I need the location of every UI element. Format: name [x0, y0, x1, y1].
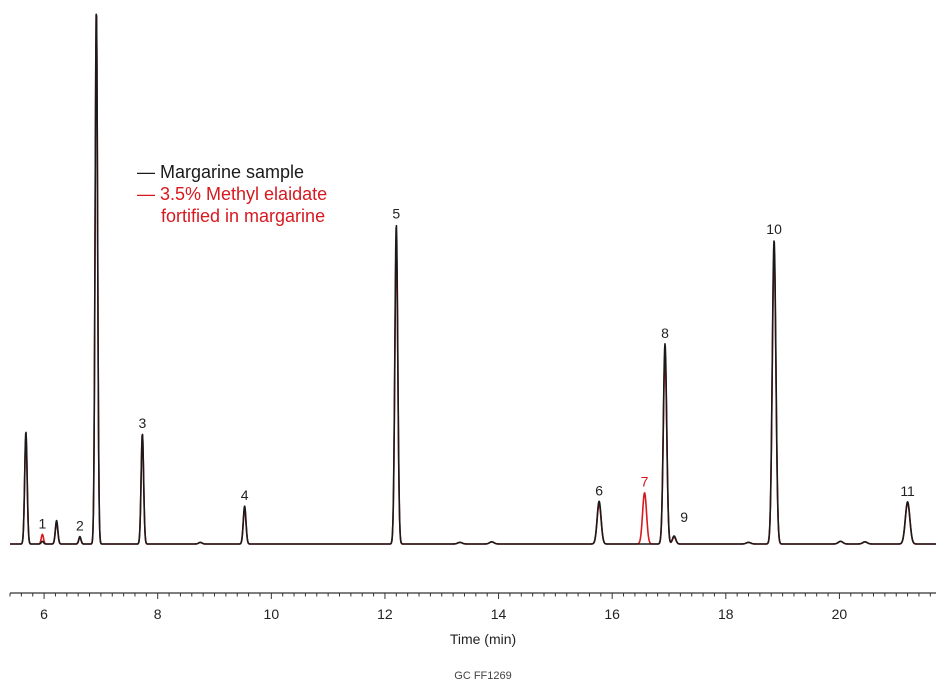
peak-label: 7: [641, 474, 649, 490]
peak-labels: 1 2 3 4 5 6 7 8 9 10 11: [38, 206, 915, 534]
peak-label: 8: [661, 325, 669, 341]
x-tick-label: 20: [832, 606, 848, 622]
x-tick-label: 14: [491, 606, 507, 622]
peak-label: 9: [680, 509, 688, 525]
x-tick-label: 18: [718, 606, 734, 622]
peak-label: 10: [766, 221, 782, 237]
x-tick-label: 12: [377, 606, 393, 622]
legend-entry-margarine: — Margarine sample: [137, 162, 304, 182]
x-tick-label: 8: [154, 606, 162, 622]
legend-entry-fortified: fortified in margarine: [161, 206, 325, 226]
peak-label: 1: [38, 515, 46, 531]
figure-code: GC FF1269: [454, 670, 511, 682]
peak-label: 6: [595, 482, 603, 498]
legend-entry-fortified: — 3.5% Methyl elaidate: [137, 184, 327, 204]
series-line-margarine: [9, 13, 936, 545]
peak-label: 4: [241, 487, 249, 503]
x-tick-label: 10: [264, 606, 280, 622]
x-axis: 6 8 10 12 14 16 18 20: [9, 592, 936, 622]
series-line-fortified: [9, 13, 936, 545]
legend: — Margarine sample— 3.5% Methyl elaidate…: [137, 162, 327, 226]
x-tick-label: 16: [604, 606, 620, 622]
x-axis-title: Time (min): [450, 631, 516, 647]
peak-label: 5: [392, 206, 400, 222]
peak-label: 11: [900, 483, 915, 499]
peak-label: 2: [76, 518, 84, 534]
series-traces: [9, 13, 936, 545]
x-tick-label: 6: [40, 606, 48, 622]
peak-label: 3: [138, 415, 146, 431]
